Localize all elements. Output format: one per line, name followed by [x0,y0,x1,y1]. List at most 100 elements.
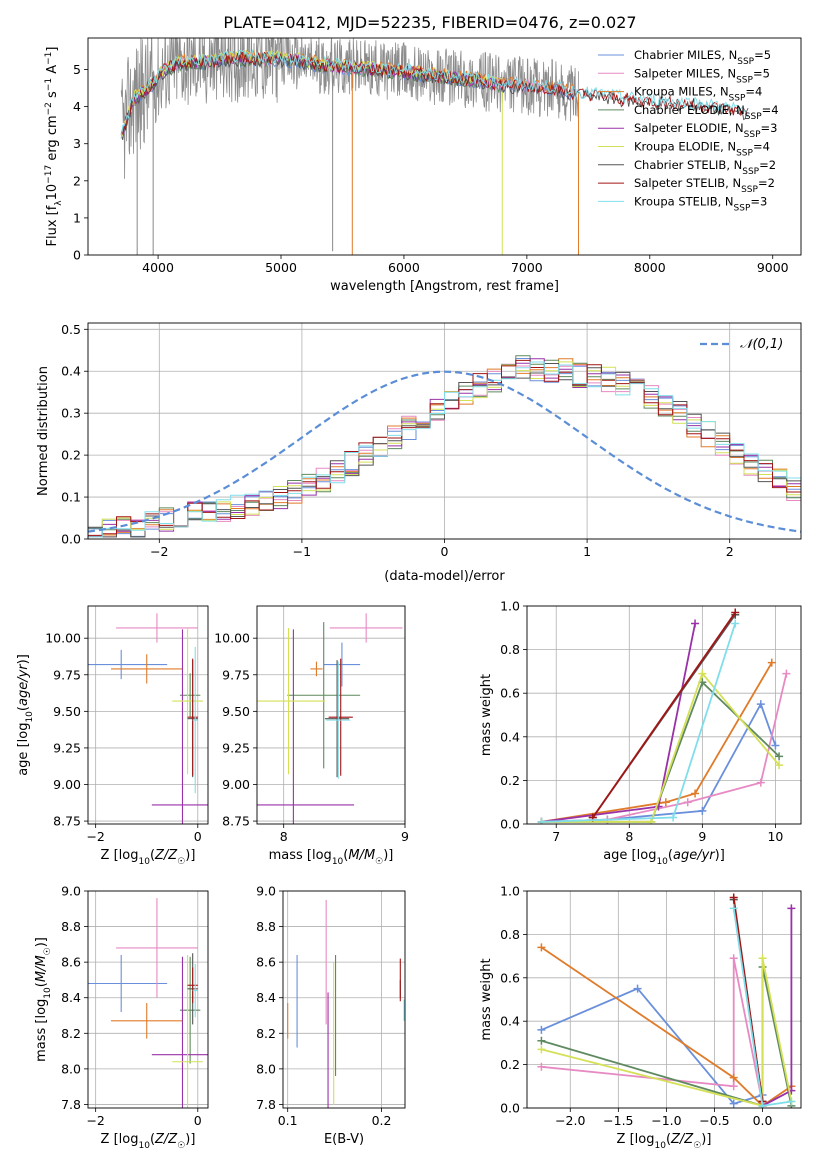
y-tick-label: 9.0 [256,884,276,899]
marker-salpeter-stelib [731,608,740,617]
x-tick-label: 5000 [265,260,297,275]
marker-kroupa-elodie [758,954,767,963]
marker-chabrier-miles [771,741,780,750]
marker-salpeter-elodie [691,619,700,628]
y-tick-label: 1 [73,210,81,225]
axes-frame [526,890,802,1109]
marker-chabrier-miles [756,700,765,709]
marker-salpeter-stelib [729,893,738,902]
x-tick-label: 0.1 [278,1113,298,1128]
y-tick-label: 9.0 [61,884,81,899]
line-salpeter-stelib [592,611,736,819]
y-tick-label: 0.6 [500,686,520,701]
x-axis-label: mass [log10(M/M☉)] [269,848,394,867]
marker-kroupa-elodie [775,761,784,770]
y-axis-label: mass weight [479,958,494,1040]
plot-area-mass-vs-ebv [287,899,405,1108]
y-tick-label: 0.4 [500,729,520,744]
marker-chabrier-miles [633,984,642,993]
y-tick-label: 10.00 [45,631,81,646]
y-tick-label: 3 [73,136,81,151]
marker-chabrier-miles [729,1099,738,1108]
plot-area-age-vs-mass [257,613,403,824]
panel-residuals: −2 −1 0 1 2 0.0 0.1 0.2 0.3 0.4 0.5 Normed distribu… [36,322,802,584]
legend-entry: Salpeter MILES, NSSP=5 [634,66,770,85]
x-tick-label: 0.2 [372,1113,392,1128]
x-tick-label: 9 [698,829,706,844]
histogram-salpeter-stelib [88,359,801,536]
marker-kroupa-stelib [787,1097,796,1106]
y-tick-label: 0.2 [500,773,520,788]
x-tick-label: 9000 [757,260,789,275]
y-tick-label: 9.00 [222,777,250,792]
marker-salpeter-miles [782,669,791,678]
x-axis-label: Z [log10(Z/Z☉)] [101,1132,196,1151]
y-axis-label: Flux [fλ10−17 erg cm−2 s−1 A−1] [44,47,64,247]
x-tick-label: −2 [86,829,104,844]
marker-kroupa-miles [691,789,700,798]
y-tick-label: 8.4 [256,990,276,1005]
axes-frame [87,890,209,1109]
y-tick-label: 5 [73,62,81,77]
line-kroupa-miles [541,662,773,823]
axes-frame [87,322,802,540]
x-axis-label: E(B-V) [324,1132,364,1147]
x-axis-label: (data-model)/error [384,569,505,584]
histogram-kroupa-stelib [88,361,801,538]
x-tick-label: 8 [280,829,288,844]
y-tick-label: 8.8 [256,919,276,934]
x-tick-label: −1.5 [603,1113,633,1128]
y-tick-label: 0.8 [500,927,520,942]
panel-weight-vs-Z: −2.0 −1.5 −1.0 −0.5 0.0 0.0 0.2 0.4 0.6 0.8 1.0 mas… [479,884,802,1151]
y-tick-label: 0.2 [61,448,81,463]
y-tick-label: 7.8 [256,1097,276,1112]
legend-entry: Kroupa STELIB, NSSP=3 [634,194,767,213]
legend-entry: 𝒩(0,1) [740,337,783,352]
marker-kroupa-elodie [647,817,656,824]
panel-age-vs-Z: −2 0 8.75 9.00 9.25 9.50 9.75 10.00 age [log10(a… [16,605,209,867]
plot-area-weight-vs-Z [537,893,796,1108]
axes-frame [87,37,802,256]
histogram-chabrier-miles [88,358,801,537]
axes-frame [526,605,802,825]
legend-entry: Salpeter ELODIE, NSSP=3 [634,121,777,140]
plot-area-age-vs-Z [88,613,208,824]
panel-mass-vs-Z: −2 0 7.8 8.0 8.2 8.4 8.6 8.8 9.0 mass [log10(M/M☉… [34,884,209,1151]
axes-frame [282,890,406,1109]
y-tick-label: 0.5 [61,322,81,337]
panel-weight-vs-age: 7 8 9 10 0.0 0.2 0.4 0.6 0.8 1.0 mass weight age [l… [479,599,802,867]
x-tick-label: −2 [86,1113,104,1128]
x-tick-label: 6000 [388,260,420,275]
marker-kroupa-stelib [731,619,740,628]
marker-kroupa-elodie [698,669,707,678]
model-spectrum-kroupa-stelib [120,48,749,139]
x-tick-label: −2 [150,544,168,559]
y-tick-label: 8.0 [61,1061,81,1076]
y-tick-label: 0.6 [500,970,520,985]
y-tick-label: 8.2 [256,1026,276,1041]
x-tick-label: −2.0 [555,1113,585,1128]
marker-chabrier-miles [698,806,707,815]
marker-salpeter-miles [537,1062,546,1071]
y-tick-label: 0.4 [500,1014,520,1029]
axes-frame [87,605,209,825]
x-tick-label: 0.0 [753,1113,773,1128]
y-tick-label: 0.8 [500,642,520,657]
y-tick-label: 7.8 [61,1097,81,1112]
y-tick-label: 0.0 [500,1101,520,1116]
y-tick-label: 9.00 [53,777,81,792]
x-tick-label: 0 [194,1113,202,1128]
x-axis-label: Z [log10(Z/Z☉)] [101,848,196,867]
legend-entry: Chabrier STELIB, NSSP=2 [634,158,776,177]
marker-kroupa-stelib [729,904,738,913]
marker-kroupa-stelib [537,817,546,824]
y-tick-label: 0.1 [61,490,81,505]
line-salpeter-miles [541,958,764,1104]
x-tick-label: 7 [552,829,560,844]
x-axis-label: age [log10(age/yr)] [603,848,725,867]
y-tick-label: 0.3 [61,406,81,421]
panel-age-vs-mass: 8 9 8.75 9.00 9.25 9.50 9.75 10.00 mass [log10(M… [214,605,409,867]
marker-chabrier-elodie [537,1036,546,1045]
y-tick-label: 9.50 [222,704,250,719]
y-tick-label: 2 [73,173,81,188]
